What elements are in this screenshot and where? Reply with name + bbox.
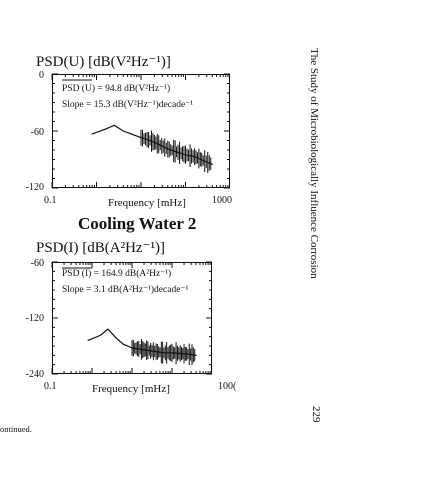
chart-2-annotation-psd: PSD (I) = 164.9 dB(A²Hz⁻¹) xyxy=(62,269,172,279)
chart-2-data-point xyxy=(87,339,89,341)
chart-2-ylabel: PSD(I) [dB(A²Hz⁻¹)] xyxy=(36,240,165,256)
chart-2-xlabel: Frequency [mHz] xyxy=(92,383,170,395)
chart-2-data-point xyxy=(139,348,141,350)
running-head: The Study of Microbiologically Influence… xyxy=(308,48,320,279)
chart-1-xtick-right: 1000 xyxy=(212,195,232,206)
chart-2-data-point xyxy=(122,343,124,345)
chart-1-xlabel: Frequency [mHz] xyxy=(108,197,186,209)
chart-1-data-point xyxy=(149,139,151,142)
chart-2-ytick-mid: -120 xyxy=(25,313,44,324)
chart-2-ytick-bottom: -240 xyxy=(25,369,44,380)
chart-2-plot xyxy=(51,261,212,375)
chart-1-data-point xyxy=(184,154,187,156)
chart-2-xtick-left: 0.1 xyxy=(44,381,57,392)
chart-1-data-point xyxy=(202,159,204,162)
page-number: 229 xyxy=(310,406,322,423)
chart-1-data-point xyxy=(193,156,196,158)
chart-1-ytick-top: 0 xyxy=(39,70,44,81)
chart-2-data-point xyxy=(163,352,165,354)
chart-2-xtick-right: 100( xyxy=(218,381,237,392)
chart-1-ylabel: PSD(U) [dB(V²Hz⁻¹)] xyxy=(36,54,171,70)
chart-1-data-point xyxy=(140,137,142,139)
chart-2-data-point xyxy=(179,352,181,355)
chart-1-data-point xyxy=(91,133,93,135)
chart-1-annotation-slope: Slope = 15.3 dB(V²Hz⁻¹)decade⁻¹ xyxy=(62,100,194,110)
chart-1-data-point xyxy=(158,143,160,145)
chart-1-ytick-bottom: -120 xyxy=(25,182,44,193)
chart-1-data-point xyxy=(113,124,115,126)
chart-1-data-point xyxy=(175,151,178,153)
chart-1-data-point xyxy=(211,163,213,165)
chart-1-xtick-left: 0.1 xyxy=(44,195,57,206)
chart-1-data-point xyxy=(122,130,124,132)
chart-1-ytick-mid: -60 xyxy=(30,127,44,138)
chart-1-data-point xyxy=(167,148,169,150)
chart-2-data-point xyxy=(187,353,189,355)
chart-2-data-point xyxy=(131,347,133,349)
chart-2-data-point xyxy=(99,334,101,337)
chart-2-data-point xyxy=(195,354,197,356)
section-title: Cooling Water 2 xyxy=(78,214,197,233)
chart-2-data-point xyxy=(107,328,109,330)
chart-2-data-point xyxy=(171,352,173,354)
chart-2-data-point xyxy=(155,351,157,353)
chart-1-data-point xyxy=(104,128,107,130)
chart-2-ytick-top: -60 xyxy=(30,258,44,269)
chart-1-annotation-psd: PSD (U) = 94.8 dB(V²Hz⁻¹) xyxy=(62,84,171,94)
figure-caption-fragment: ontinued. xyxy=(0,424,32,434)
chart-2-data-point xyxy=(115,337,117,339)
chart-2-data-point xyxy=(147,349,149,351)
chart-1-plot xyxy=(51,73,230,189)
chart-2-annotation-slope: Slope = 3.1 dB(A²Hz⁻¹)decade⁻¹ xyxy=(62,285,189,295)
chart-1-data-point xyxy=(130,133,132,135)
